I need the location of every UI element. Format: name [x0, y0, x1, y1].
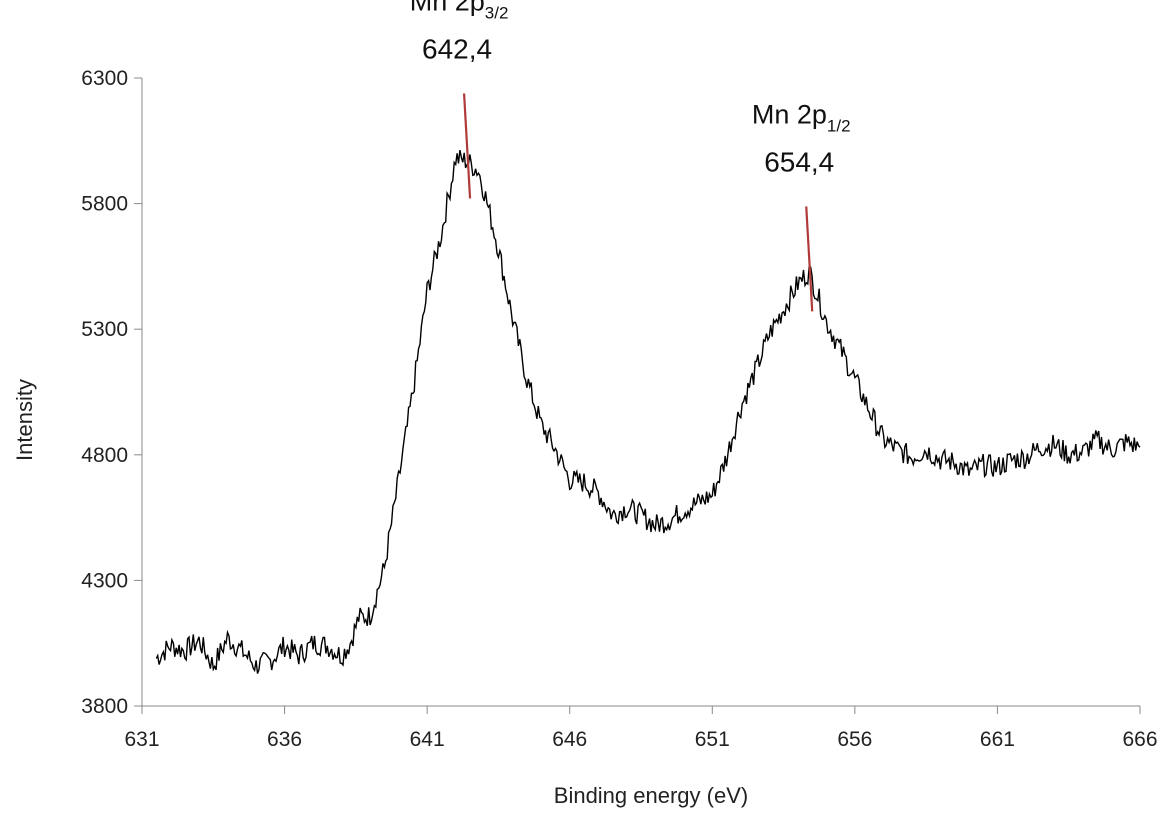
x-tick-label: 656 — [837, 728, 872, 751]
x-axis-title: Binding energy (eV) — [554, 783, 748, 808]
x-tick-label: 661 — [980, 728, 1015, 751]
x-tick-label: 636 — [267, 728, 302, 751]
peak-value-label: 654,4 — [764, 146, 834, 177]
x-tick-label: 666 — [1122, 728, 1157, 751]
x-tick-label: 641 — [410, 728, 445, 751]
x-tick-label: 646 — [552, 728, 587, 751]
peak-marker — [805, 206, 814, 312]
y-tick-label: 4300 — [81, 569, 128, 592]
y-axis-ticks: 3800 4300 4800 5300 5800 6300 — [81, 67, 142, 718]
x-axis-ticks: 631 636 641 646 651 656 661 666 — [124, 706, 1158, 751]
plot-area — [155, 149, 1141, 674]
x-tick-label: 631 — [124, 728, 159, 751]
peak-name-label: Mn 2p3/2 — [410, 0, 509, 22]
peak-value-label: 642,4 — [422, 33, 492, 64]
x-tick-label: 651 — [695, 728, 730, 751]
y-axis-title: Intensity — [12, 379, 37, 461]
y-tick-label: 3800 — [81, 695, 128, 718]
peak-name-label: Mn 2p1/2 — [752, 99, 851, 135]
y-tick-label: 5800 — [81, 193, 128, 216]
spectrum-line — [155, 149, 1141, 674]
y-tick-label: 6300 — [81, 67, 128, 90]
peak-annotations: Mn 2p3/2 642,4 Mn 2p1/2 654,4 — [410, 0, 851, 312]
peak-marker — [462, 93, 472, 199]
y-tick-label: 4800 — [81, 444, 128, 467]
y-tick-label: 5300 — [81, 318, 128, 341]
